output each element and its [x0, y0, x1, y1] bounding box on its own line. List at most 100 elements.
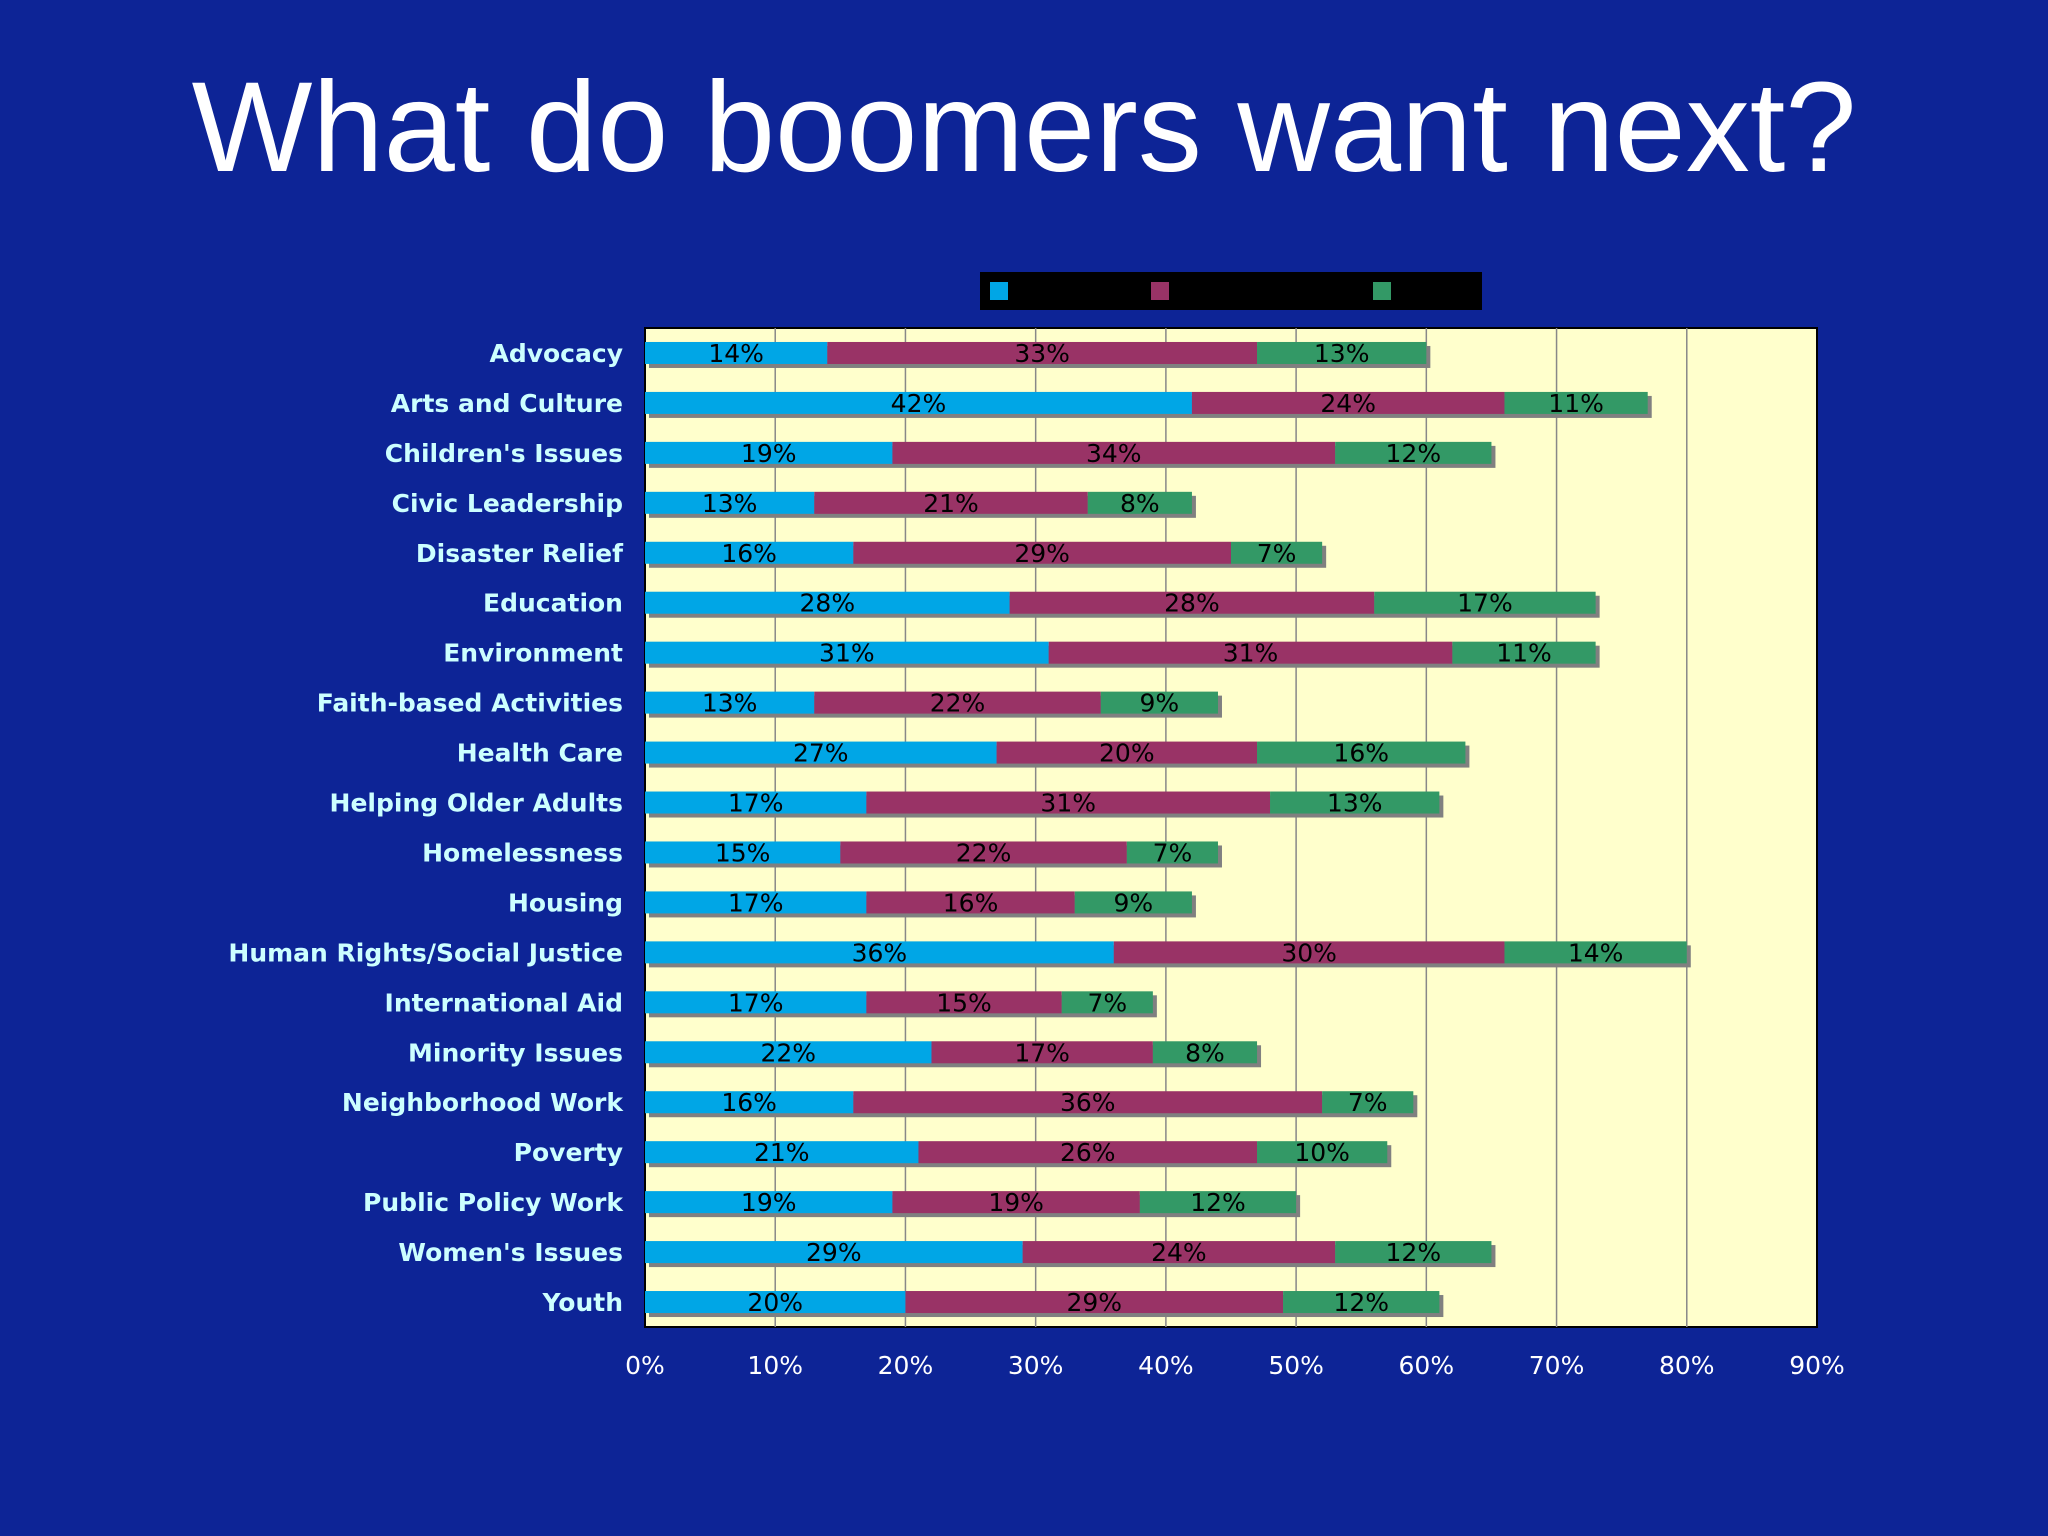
bar-segment [1322, 1091, 1414, 1114]
bar-segment [645, 741, 997, 764]
category-label: Women's Issues [398, 1238, 623, 1267]
category-label: Human Rights/Social Justice [228, 938, 623, 967]
bar-segment [853, 541, 1231, 564]
x-tick-label: 60% [1399, 1351, 1455, 1380]
bar-segment [645, 591, 1010, 614]
bar-segment [645, 641, 1049, 664]
data-label: 28% [1164, 589, 1220, 618]
category-label: Poverty [514, 1138, 623, 1167]
bar-segment [645, 941, 1114, 964]
bar-segment [827, 341, 1258, 364]
bar-segment [1048, 641, 1453, 664]
data-label: 12% [1386, 1238, 1442, 1267]
data-label: 19% [741, 439, 797, 468]
bar-segment [645, 791, 867, 814]
legend [980, 272, 1482, 310]
bar-segment [645, 441, 893, 464]
category-label: International Aid [385, 988, 623, 1017]
x-tick-label: 0% [625, 1351, 665, 1380]
data-label: 14% [1568, 938, 1624, 967]
data-label: 7% [1257, 539, 1297, 568]
data-label: 7% [1087, 988, 1127, 1017]
data-label: 8% [1185, 1038, 1225, 1067]
bar-segment [1061, 991, 1153, 1014]
data-label: 20% [1099, 739, 1155, 768]
data-label: 21% [923, 489, 979, 518]
data-label: 29% [1066, 1288, 1122, 1317]
data-label: 13% [702, 689, 758, 718]
data-label: 8% [1120, 489, 1160, 518]
category-label: Education [483, 589, 623, 618]
bar-segment [645, 1091, 854, 1114]
bar-segment [645, 1191, 893, 1214]
x-tick-label: 40% [1138, 1351, 1194, 1380]
data-label: 12% [1190, 1188, 1246, 1217]
bar-segment [1139, 1191, 1297, 1214]
data-label: 24% [1151, 1238, 1207, 1267]
bar-segment [866, 891, 1075, 914]
category-label: Health Care [457, 739, 623, 768]
bar-segment [1270, 791, 1440, 814]
bar-segment [645, 1291, 906, 1314]
bar-segment [840, 841, 1127, 864]
data-label: 16% [721, 1088, 777, 1117]
data-label: 21% [754, 1138, 810, 1167]
x-tick-label: 30% [1008, 1351, 1064, 1380]
data-label: 22% [930, 689, 986, 718]
category-label: Advocacy [489, 339, 623, 368]
data-label: 20% [747, 1288, 803, 1317]
data-label: 11% [1548, 389, 1604, 418]
data-label: 15% [715, 838, 771, 867]
category-label: Faith-based Activities [317, 689, 623, 718]
bar-segment [1074, 891, 1192, 914]
bar-segment [1335, 441, 1492, 464]
bar-segment [814, 691, 1101, 714]
category-label: Civic Leadership [392, 489, 623, 518]
bar-segment [1257, 341, 1427, 364]
bar-segment [1374, 591, 1596, 614]
data-label: 11% [1496, 639, 1552, 668]
x-tick-label: 50% [1268, 1351, 1324, 1380]
data-label: 22% [760, 1038, 816, 1067]
bar-segment [853, 1091, 1323, 1114]
bar-segment [1283, 1291, 1440, 1314]
bars: 14% 33% 13% 42% 24% 11% 19% 34% 12% 13% 21% 8% 16% 29… [645, 339, 1691, 1318]
data-label: 33% [1014, 339, 1070, 368]
data-label: 31% [1223, 639, 1279, 668]
category-label: Housing [508, 888, 623, 917]
data-label: 31% [819, 639, 875, 668]
legend-swatch [1151, 282, 1169, 300]
bar-segment [1231, 541, 1323, 564]
category-label: Disaster Relief [416, 539, 624, 568]
data-label: 24% [1320, 389, 1376, 418]
bar-segment [892, 1191, 1140, 1214]
bar-segment [1257, 741, 1466, 764]
data-label: 17% [728, 789, 784, 818]
bar-segment [1504, 391, 1648, 414]
bar-segment [645, 541, 854, 564]
bar-segment [1452, 641, 1596, 664]
bar-segment [1100, 691, 1218, 714]
data-label: 16% [1333, 739, 1389, 768]
bar-segment [892, 441, 1336, 464]
bar-segment [645, 691, 815, 714]
bar-segment [1504, 941, 1687, 964]
data-label: 29% [1014, 539, 1070, 568]
data-label: 19% [988, 1188, 1044, 1217]
category-label: Public Policy Work [363, 1188, 624, 1217]
data-label: 13% [1314, 339, 1370, 368]
data-label: 17% [728, 988, 784, 1017]
data-label: 26% [1060, 1138, 1116, 1167]
category-label: Children's Issues [385, 439, 623, 468]
data-label: 12% [1386, 439, 1442, 468]
data-label: 17% [1014, 1038, 1070, 1067]
bar-segment [1009, 591, 1375, 614]
bar-segment [866, 791, 1271, 814]
data-label: 27% [793, 739, 849, 768]
x-tick-label: 10% [747, 1351, 803, 1380]
bar-segment [1113, 941, 1505, 964]
data-label: 9% [1140, 689, 1180, 718]
category-label: Minority Issues [408, 1038, 623, 1067]
data-label: 30% [1281, 938, 1337, 967]
